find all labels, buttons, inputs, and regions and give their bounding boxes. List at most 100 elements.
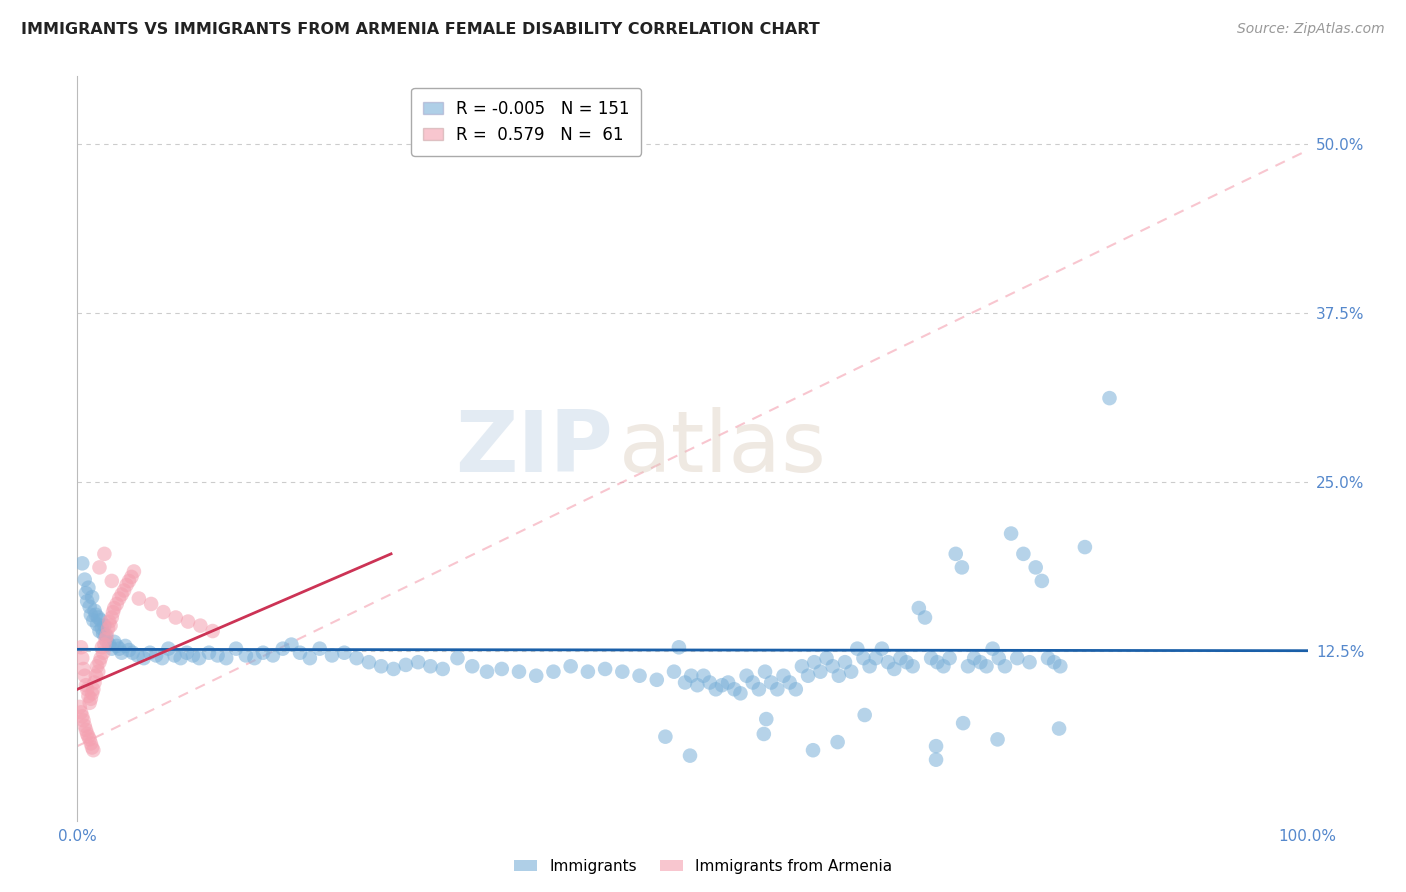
- Point: [121, 570, 143, 584]
- Point: [870, 641, 893, 656]
- Point: [262, 648, 284, 663]
- Point: [97, 621, 120, 635]
- Point: [84, 607, 107, 622]
- Point: [821, 659, 844, 673]
- Text: IMMIGRANTS VS IMMIGRANTS FROM ARMENIA FEMALE DISABILITY CORRELATION CHART: IMMIGRANTS VS IMMIGRANTS FROM ARMENIA FE…: [21, 22, 820, 37]
- Point: [101, 610, 124, 624]
- Point: [406, 655, 429, 669]
- Point: [72, 714, 94, 728]
- Point: [121, 646, 143, 660]
- Point: [699, 675, 721, 690]
- Point: [1000, 526, 1022, 541]
- Point: [150, 651, 173, 665]
- Point: [612, 665, 634, 679]
- Point: [1049, 659, 1071, 673]
- Point: [108, 641, 131, 656]
- Point: [920, 651, 942, 665]
- Point: [108, 591, 131, 606]
- Point: [73, 669, 96, 683]
- Point: [112, 583, 135, 598]
- Point: [308, 641, 330, 656]
- Point: [865, 651, 887, 665]
- Point: [76, 682, 98, 697]
- Point: [1074, 540, 1097, 554]
- Point: [89, 655, 111, 669]
- Point: [475, 665, 498, 679]
- Point: [77, 689, 100, 703]
- Point: [446, 651, 468, 665]
- Point: [748, 682, 770, 697]
- Point: [82, 613, 104, 627]
- Point: [103, 601, 125, 615]
- Point: [82, 682, 104, 697]
- Point: [766, 682, 789, 697]
- Point: [145, 648, 167, 663]
- Point: [827, 735, 849, 749]
- Point: [543, 665, 565, 679]
- Text: Source: ZipAtlas.com: Source: ZipAtlas.com: [1237, 22, 1385, 37]
- Point: [321, 648, 343, 663]
- Point: [105, 639, 128, 653]
- Point: [82, 743, 104, 757]
- Point: [673, 675, 696, 690]
- Point: [118, 574, 141, 588]
- Point: [82, 740, 104, 755]
- Point: [981, 641, 1004, 656]
- Point: [96, 635, 118, 649]
- Point: [524, 669, 547, 683]
- Point: [927, 655, 949, 669]
- Point: [91, 626, 114, 640]
- Point: [157, 641, 180, 656]
- Point: [576, 665, 599, 679]
- Point: [772, 669, 794, 683]
- Point: [70, 706, 93, 720]
- Point: [938, 651, 960, 665]
- Point: [932, 659, 955, 673]
- Point: [593, 662, 616, 676]
- Point: [969, 655, 991, 669]
- Point: [80, 736, 103, 750]
- Point: [1098, 391, 1121, 405]
- Point: [75, 678, 97, 692]
- Point: [1007, 651, 1029, 665]
- Point: [628, 669, 651, 683]
- Point: [176, 646, 198, 660]
- Point: [834, 655, 856, 669]
- Point: [877, 655, 900, 669]
- Point: [1036, 651, 1059, 665]
- Point: [79, 599, 101, 614]
- Point: [90, 621, 114, 635]
- Point: [1031, 574, 1053, 588]
- Point: [114, 639, 136, 653]
- Point: [679, 748, 702, 763]
- Point: [170, 651, 193, 665]
- Legend: R = -0.005   N = 151, R =  0.579   N =  61: R = -0.005 N = 151, R = 0.579 N = 61: [412, 88, 641, 155]
- Point: [957, 659, 980, 673]
- Point: [952, 716, 974, 731]
- Point: [141, 597, 163, 611]
- Point: [846, 641, 869, 656]
- Point: [560, 659, 582, 673]
- Point: [461, 659, 484, 673]
- Point: [711, 678, 734, 692]
- Legend: Immigrants, Immigrants from Armenia: Immigrants, Immigrants from Armenia: [508, 853, 898, 880]
- Point: [346, 651, 368, 665]
- Point: [1018, 655, 1040, 669]
- Point: [132, 651, 155, 665]
- Point: [889, 651, 911, 665]
- Point: [75, 586, 97, 600]
- Point: [77, 581, 100, 595]
- Point: [704, 682, 727, 697]
- Point: [681, 669, 703, 683]
- Point: [198, 646, 221, 660]
- Point: [298, 651, 321, 665]
- Point: [73, 573, 96, 587]
- Point: [668, 640, 690, 655]
- Point: [755, 712, 778, 726]
- Point: [201, 624, 224, 638]
- Point: [70, 651, 93, 665]
- Point: [987, 732, 1010, 747]
- Point: [243, 651, 266, 665]
- Point: [76, 727, 98, 741]
- Point: [950, 560, 973, 574]
